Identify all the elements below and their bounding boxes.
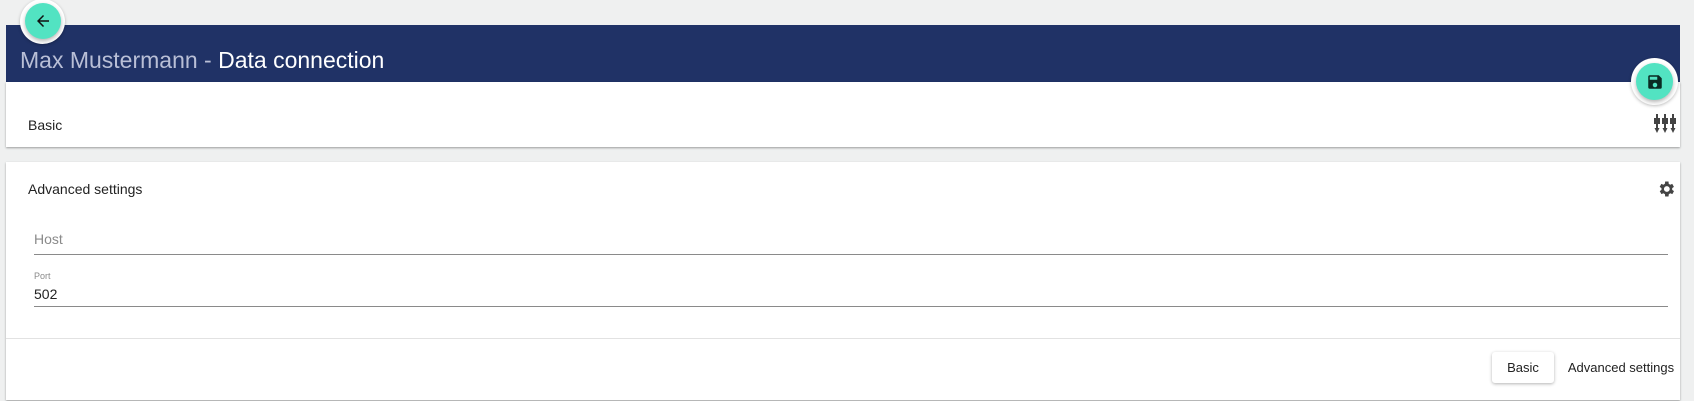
advanced-section: Advanced settings Host Port 502 Basic Ad…: [6, 162, 1680, 400]
page-title: Max Mustermann - Data connection: [20, 45, 384, 75]
port-label: Port: [34, 271, 51, 281]
back-button[interactable]: [25, 3, 61, 39]
port-value: 502: [34, 286, 58, 302]
page-name: Data connection: [218, 47, 385, 73]
gear-icon[interactable]: [1656, 179, 1676, 199]
advanced-settings-button[interactable]: Advanced settings: [1567, 360, 1675, 375]
title-separator: -: [197, 47, 219, 73]
app-header: [6, 25, 1680, 82]
host-placeholder: Host: [34, 231, 63, 247]
user-name: Max Mustermann: [20, 47, 198, 73]
footer-divider: [6, 338, 1680, 339]
advanced-section-title: Advanced settings: [28, 181, 143, 197]
save-button[interactable]: [1636, 63, 1673, 100]
tune-sliders-icon[interactable]: [1653, 114, 1677, 134]
floppy-disk-icon: [1647, 74, 1662, 89]
host-input[interactable]: Host: [34, 226, 1668, 255]
port-input[interactable]: Port 502: [34, 270, 1668, 307]
basic-section: Basic: [6, 82, 1680, 147]
basic-section-title: Basic: [28, 117, 63, 133]
basic-button[interactable]: Basic: [1492, 352, 1554, 383]
arrow-left-icon: [37, 15, 49, 27]
